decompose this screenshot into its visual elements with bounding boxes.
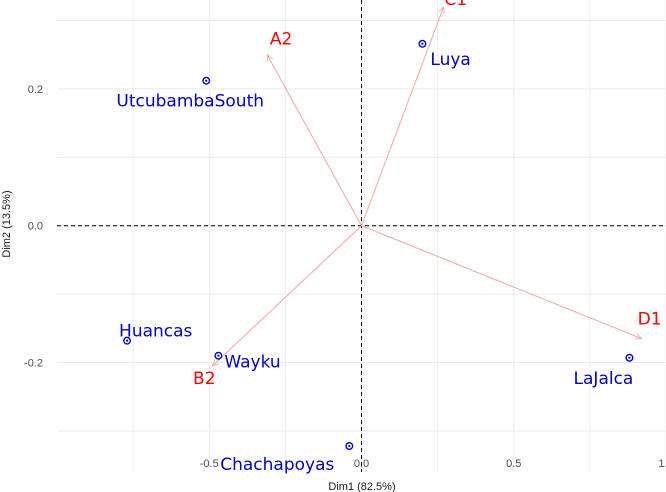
variable-arrow [212,225,362,366]
x-tick-label: 0.0 [354,458,369,470]
variable-arrow [361,225,642,339]
variable-label: C1 [444,0,467,10]
individual-label: LaJalca [574,369,634,389]
individual-label: Wayku [224,353,280,373]
y-tick-label: -0.2 [24,358,43,370]
variable-label: D1 [638,310,662,330]
y-tick-label: 0.0 [28,221,43,233]
y-tick-label: 0.2 [28,84,43,96]
individual-point [625,353,634,362]
individual-point [418,39,427,48]
x-tick-label: -0.5 [200,458,219,470]
individual-point [123,336,132,345]
individual-point [345,442,354,451]
variable-arrows: A2 C1 D1 B2 [193,0,662,389]
individual-point-center [421,42,424,45]
variable-arrow [361,7,444,226]
x-axis-ticks: -0.5 0.0 0.5 1.0 [200,458,666,470]
y-axis-title: Dim2 (13.5%) [1,190,13,257]
x-tick-label: 1.0 [658,458,666,470]
x-tick-label: 0.5 [506,458,521,470]
individual-point-center [205,79,208,82]
individual-point [202,76,211,85]
variable-label: A2 [270,30,292,50]
individual-points: UtcubambaSouth Luya Huancas Wayku Chachapoya… [116,39,634,475]
individual-point-center [217,354,220,357]
individual-point [214,351,223,360]
individual-label: Luya [430,50,470,70]
individual-label: Chachapoyas [220,455,334,475]
variable-label: B2 [193,369,215,389]
individual-point-center [348,444,351,448]
individual-point-center [125,339,129,342]
variable-arrow [267,55,362,226]
individual-label: UtcubambaSouth [116,92,264,112]
individual-label: Huancas [119,322,193,342]
x-axis-title: Dim1 (82.5%) [328,481,395,492]
y-axis-ticks: -0.2 0.0 0.2 [24,84,43,370]
individual-point-center [628,356,631,359]
